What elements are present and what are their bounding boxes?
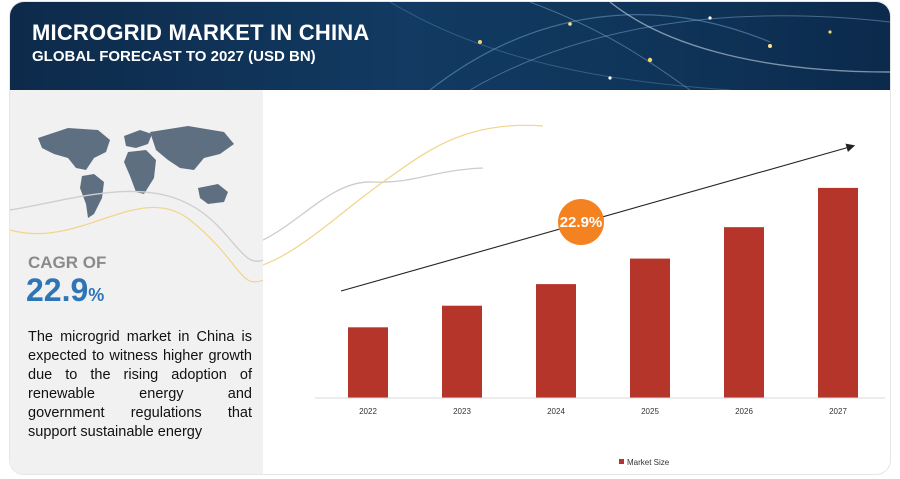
page-subtitle: GLOBAL FORECAST TO 2027 (USD BN) [32,48,316,65]
header-decoration [389,2,890,90]
cagr-value: 22.9% [26,272,104,309]
bar-2024 [536,284,576,398]
decorative-waves [10,190,263,283]
x-tick-label: 2025 [641,407,659,416]
page-title: MICROGRID MARKET IN CHINA [32,20,370,45]
bar-2023 [442,305,482,398]
chart-deco-curve-2 [263,124,544,266]
x-tick-label: 2027 [829,407,847,416]
cagr-number: 22.9 [26,272,89,308]
bar-2027 [818,187,858,398]
market-description: The microgrid market in China is expecte… [28,329,252,440]
legend-swatch [619,459,624,464]
cagr-unit: % [88,285,105,305]
cagr-badge [558,199,604,245]
bar-2026 [724,227,764,398]
market-size-chart: 2022 2023 2024 2025 2026 2027 22.9% Market Si… [263,124,885,467]
cagr-badge-label: 22.9% [560,214,603,231]
bar-2025 [630,258,670,398]
summary-panel: CAGR OF 22.9% The microgrid market in Ch… [10,90,263,474]
infographic-card: MICROGRID MARKET IN CHINA GLOBAL FORECAS… [10,2,890,474]
x-tick-label: 2022 [359,407,377,416]
world-map-icon [38,126,234,218]
legend-label: Market Size [627,458,670,467]
cagr-label: CAGR OF [28,253,107,272]
x-tick-label: 2026 [735,407,753,416]
bar-2022 [348,327,388,398]
x-tick-label: 2024 [547,407,565,416]
chart-deco-curve-1 [263,167,484,241]
x-tick-label: 2023 [453,407,471,416]
header-banner: MICROGRID MARKET IN CHINA GLOBAL FORECAS… [10,2,890,90]
